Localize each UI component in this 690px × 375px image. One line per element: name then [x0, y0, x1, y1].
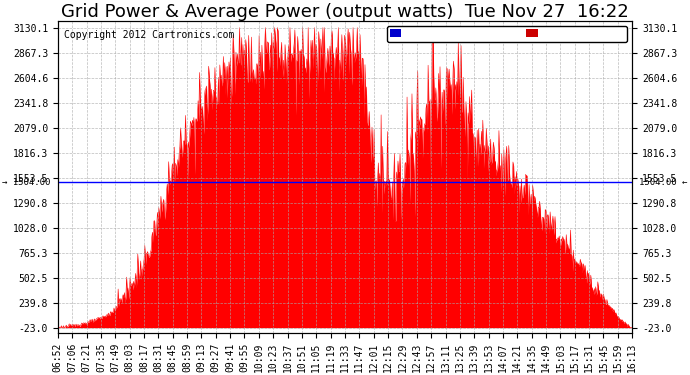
Text: 1504.00 ←: 1504.00 ← — [640, 178, 688, 187]
Legend: Average  (AC Watts), Grid  (AC Watts): Average (AC Watts), Grid (AC Watts) — [386, 26, 627, 42]
Title: Grid Power & Average Power (output watts)  Tue Nov 27  16:22: Grid Power & Average Power (output watts… — [61, 3, 629, 21]
Text: Copyright 2012 Cartronics.com: Copyright 2012 Cartronics.com — [63, 30, 234, 40]
Text: → 1504.00: → 1504.00 — [2, 178, 50, 187]
